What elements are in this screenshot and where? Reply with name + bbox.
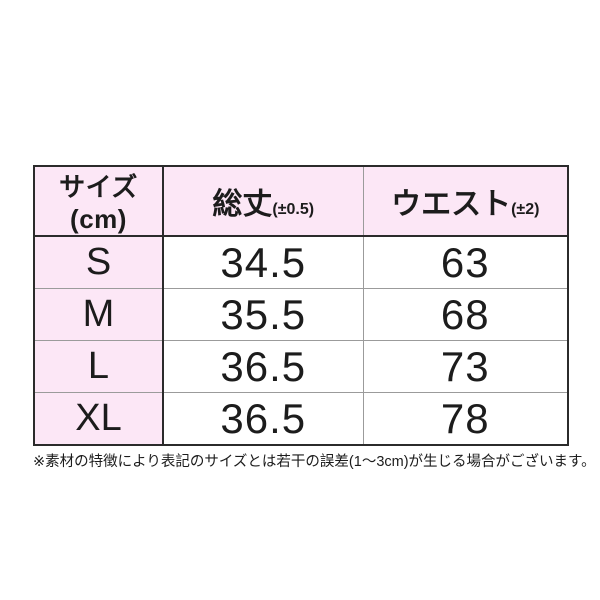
length-cell: 36.5: [163, 340, 364, 393]
table-header-row: サイズ(cm) 総丈(±0.5) ウエスト(±2): [34, 166, 568, 237]
waist-cell: 73: [363, 340, 568, 393]
header-waist-label: ウエスト: [391, 188, 512, 221]
header-size-label: サイズ(cm): [59, 172, 138, 234]
size-cell: L: [34, 340, 164, 393]
header-waist-tolerance: (±2): [511, 201, 540, 218]
table-row: L 36.5 73: [34, 340, 568, 393]
header-length-column: 総丈(±0.5): [163, 166, 364, 237]
length-cell: 35.5: [163, 288, 364, 341]
disclaimer-note: ※素材の特徴により表記のサイズとは若干の誤差(1～3cm)が生じる場合がございま…: [33, 454, 596, 470]
waist-cell: 68: [363, 288, 568, 341]
size-cell: S: [34, 236, 164, 289]
header-waist-column: ウエスト(±2): [363, 166, 568, 237]
table-row: M 35.5 68: [34, 288, 568, 341]
header-length-tolerance: (±0.5): [272, 201, 315, 218]
size-chart-table: サイズ(cm) 総丈(±0.5) ウエスト(±2) S 34.5 63 M 35…: [33, 165, 569, 446]
table-row: S 34.5 63: [34, 236, 568, 289]
header-size-column: サイズ(cm): [34, 166, 164, 237]
length-cell: 34.5: [163, 236, 364, 289]
table-row: XL 36.5 78: [34, 392, 568, 445]
header-length-label: 総丈: [212, 188, 273, 221]
size-cell: XL: [34, 392, 164, 445]
length-cell: 36.5: [163, 392, 364, 445]
waist-cell: 63: [363, 236, 568, 289]
waist-cell: 78: [363, 392, 568, 445]
size-cell: M: [34, 288, 164, 341]
